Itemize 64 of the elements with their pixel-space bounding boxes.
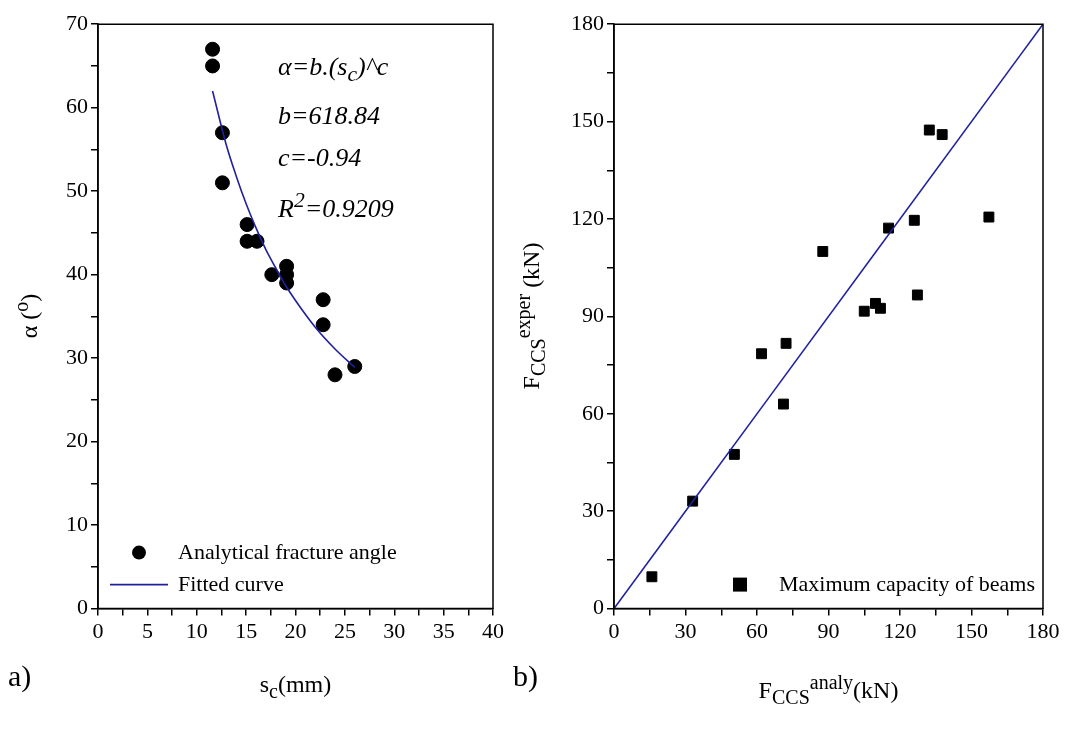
x-tick-label: 35	[432, 617, 455, 643]
point	[817, 246, 829, 257]
y-tick-label: 0	[593, 594, 604, 620]
y-tick-label: 90	[582, 302, 604, 328]
text: b)	[513, 658, 538, 693]
point	[911, 289, 923, 301]
point	[205, 41, 221, 57]
y-tick-label: 0	[77, 594, 88, 620]
x-tick-label: 15	[235, 617, 258, 643]
point	[936, 129, 948, 141]
point	[347, 358, 363, 374]
y-tick-label: 180	[571, 9, 604, 35]
legend-label: Analytical fracture angle	[178, 539, 397, 565]
annotation: R$^{2}$=0.9209	[278, 187, 394, 226]
point	[327, 367, 343, 383]
y-tick-label: 30	[66, 343, 88, 369]
x-tick-label: 60	[746, 617, 768, 643]
point	[205, 58, 221, 74]
x-axis-title: s$_{c}$(mm)	[259, 670, 332, 703]
x-tick-label: 40	[482, 617, 504, 643]
x-tick-label: 0	[92, 617, 104, 643]
point	[728, 448, 740, 460]
point	[875, 302, 886, 314]
point	[214, 175, 230, 191]
point	[908, 214, 920, 226]
y-tick-label: 70	[66, 9, 88, 35]
annotation: α=b.(s$_{c}$)^c	[278, 51, 390, 89]
legend-label: Fitted curve	[178, 571, 284, 597]
point	[756, 348, 767, 360]
x-tick-label: 30	[674, 617, 697, 643]
point	[778, 398, 789, 410]
x-tick-label: 25	[333, 617, 356, 643]
x-tick-label: 150	[955, 617, 988, 643]
y-tick-label: 30	[582, 496, 604, 522]
x-tick-label: 5	[141, 617, 153, 643]
x-tick-label: 180	[1026, 617, 1060, 643]
y-tick-label: 50	[66, 176, 88, 202]
y-tick-label: 120	[571, 204, 604, 230]
legend-label: Maximum capacity of beams	[779, 571, 1036, 597]
point	[780, 337, 792, 349]
y-tick-label: 40	[66, 260, 88, 286]
annotation: c=-0.94	[278, 142, 363, 175]
point	[983, 211, 995, 223]
text: a)	[8, 658, 32, 693]
x-axis-title: F$_{CCS}$$^{analy}$(kN)	[758, 670, 899, 709]
point	[646, 571, 658, 583]
x-tick-label: 90	[817, 617, 840, 643]
y-tick-label: 60	[66, 93, 88, 119]
point	[923, 124, 935, 136]
point	[264, 267, 280, 283]
y-tick-label: 10	[66, 510, 88, 536]
y-tick-label: 60	[582, 399, 604, 425]
x-tick-label: 120	[883, 617, 917, 643]
point	[315, 292, 331, 308]
annotation: b=618.84	[278, 100, 382, 133]
x-tick-label: 20	[284, 617, 307, 643]
point	[239, 217, 255, 233]
y-tick-label: 150	[571, 107, 604, 133]
x-tick-label: 30	[383, 617, 406, 643]
point	[858, 305, 870, 317]
point	[315, 317, 331, 333]
x-tick-label: 0	[608, 617, 620, 643]
x-tick-label: 10	[185, 617, 208, 643]
y-tick-label: 20	[66, 427, 88, 453]
